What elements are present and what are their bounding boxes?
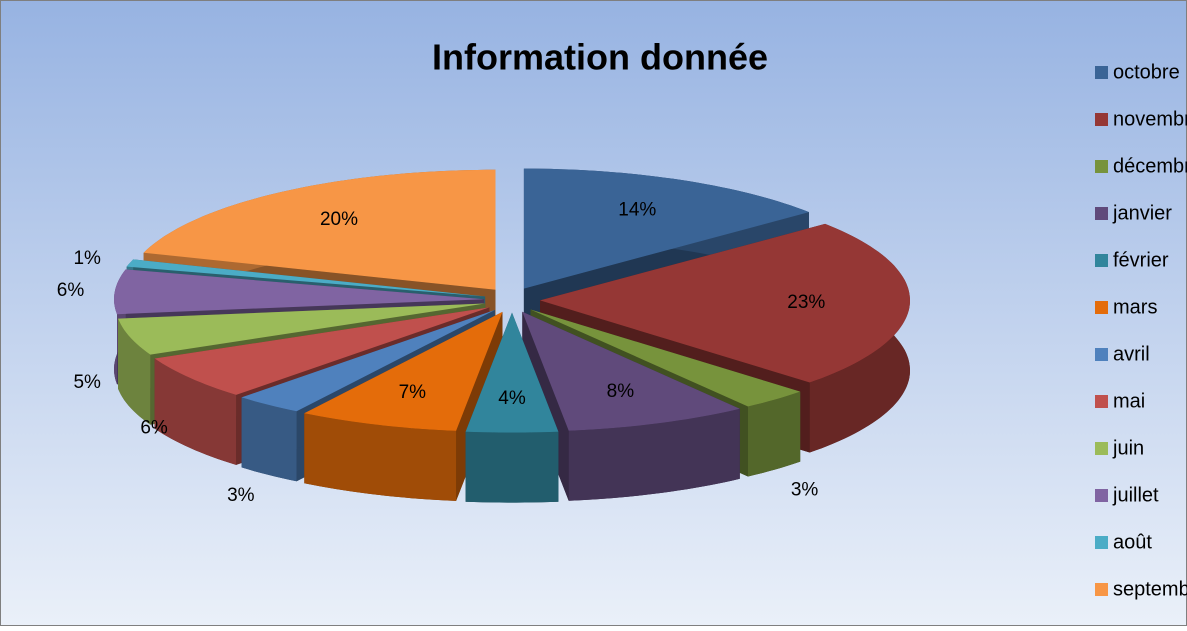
data-label: 23% — [787, 292, 825, 313]
legend-label: août — [1113, 531, 1152, 553]
legend-swatch — [1095, 113, 1108, 126]
legend-label: mai — [1113, 390, 1145, 412]
legend-swatch — [1095, 66, 1108, 79]
data-label: 20% — [320, 209, 358, 230]
slice-top — [530, 309, 801, 407]
data-label: 1% — [73, 248, 101, 269]
slice-wall — [241, 397, 297, 482]
legend-swatch — [1095, 254, 1108, 267]
legend-swatch — [1095, 489, 1108, 502]
slice-top — [154, 307, 490, 395]
slice-top — [118, 303, 486, 355]
slice-top — [143, 169, 496, 290]
data-label: 6% — [57, 280, 85, 301]
slice-wall — [465, 431, 559, 503]
slice-top — [126, 259, 486, 297]
legend-swatch — [1095, 536, 1108, 549]
data-label: 6% — [140, 417, 168, 438]
slice-top — [523, 168, 809, 289]
legend-label: février — [1113, 249, 1169, 271]
data-label: 4% — [498, 388, 526, 409]
legend-label: novembre — [1113, 108, 1187, 130]
slice-wall — [118, 318, 151, 425]
slice-wall — [748, 391, 801, 477]
data-label: 7% — [399, 382, 427, 403]
legend-swatch — [1095, 301, 1108, 314]
legend-swatch — [1095, 442, 1108, 455]
legend-swatch — [1095, 395, 1108, 408]
slice-top — [522, 311, 740, 431]
data-label: 3% — [791, 479, 819, 500]
slice-wall — [568, 408, 740, 501]
legend-label: septembre — [1113, 578, 1187, 600]
chart-title: Information donnée — [432, 37, 768, 78]
legend-label: mars — [1113, 296, 1157, 318]
legend-swatch — [1095, 160, 1108, 173]
slice-wall — [304, 413, 457, 501]
slice-top — [465, 312, 559, 433]
pie-slice — [522, 311, 740, 501]
data-label: 8% — [607, 381, 635, 402]
legend-label: janvier — [1112, 202, 1172, 224]
legend-swatch — [1095, 583, 1108, 596]
slice-top — [114, 269, 485, 315]
legend-label: décembre — [1113, 155, 1187, 177]
pie-slice — [465, 312, 559, 503]
slice-side — [154, 307, 490, 429]
legend-label: octobre — [1113, 61, 1180, 83]
legend-swatch — [1095, 207, 1108, 220]
data-label: 5% — [73, 372, 101, 393]
data-label: 14% — [618, 199, 656, 220]
slice-top — [540, 223, 910, 383]
data-label: 3% — [227, 485, 255, 506]
slice-wall — [154, 358, 237, 465]
legend-swatch — [1095, 348, 1108, 361]
legend-label: avril — [1113, 343, 1150, 365]
legend-label: juillet — [1112, 484, 1159, 506]
slice-top — [304, 311, 503, 431]
legend-label: juin — [1112, 437, 1144, 459]
slice-top — [241, 310, 495, 412]
